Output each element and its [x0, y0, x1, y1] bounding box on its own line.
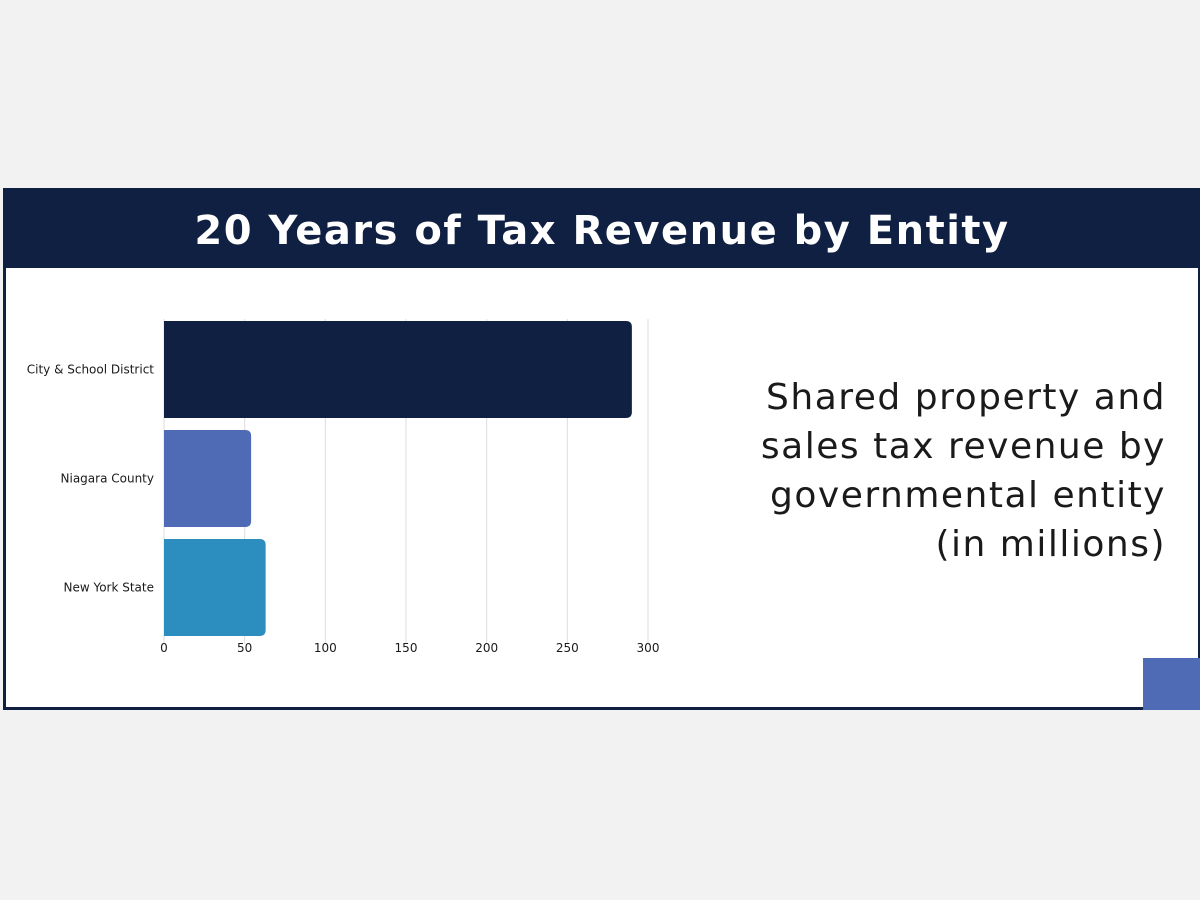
bar-new-york-state: [164, 539, 266, 636]
bar-niagara-county: [164, 430, 252, 527]
x-tick-label: 200: [475, 641, 498, 655]
x-tick-label: 100: [314, 641, 337, 655]
x-axis-ticks: 0 50 100 150 200 250 300: [160, 641, 659, 655]
bar-city-school-district: [164, 321, 632, 418]
category-label: Niagara County: [61, 472, 154, 486]
category-labels: City & School District Niagara County New …: [27, 363, 155, 595]
category-label: New York State: [63, 581, 154, 595]
bars: [164, 321, 632, 636]
infographic-card: 20 Years of Tax Revenue by Entity City &…: [3, 188, 1200, 710]
bar-chart: City & School District Niagara County New …: [27, 319, 659, 655]
category-label: City & School District: [27, 363, 155, 377]
x-tick-label: 0: [160, 641, 168, 655]
x-tick-label: 250: [556, 641, 579, 655]
accent-corner-block: [1143, 658, 1200, 710]
header-banner: 20 Years of Tax Revenue by Entity: [6, 191, 1198, 268]
x-tick-label: 150: [395, 641, 418, 655]
x-tick-label: 50: [237, 641, 252, 655]
chart-description: Shared property and sales tax revenue by…: [760, 377, 1166, 565]
page-title: 20 Years of Tax Revenue by Entity: [194, 207, 1010, 254]
x-tick-label: 300: [637, 641, 660, 655]
